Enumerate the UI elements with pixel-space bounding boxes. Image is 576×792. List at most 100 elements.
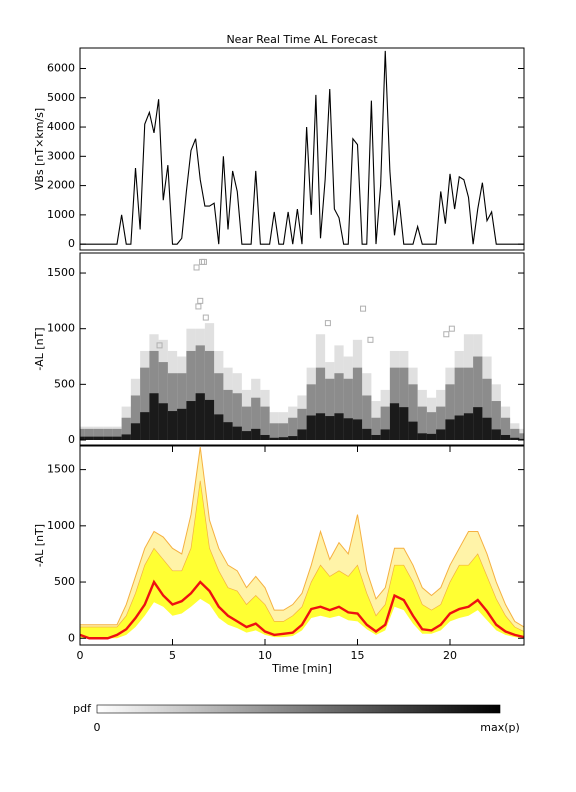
y-tick-label: 500 — [54, 575, 75, 588]
y-tick-label: 0 — [68, 433, 75, 446]
density-cell — [325, 378, 335, 440]
density-cell — [417, 406, 427, 440]
density-cell — [473, 356, 483, 440]
plot-area — [80, 447, 524, 640]
density-cell — [130, 395, 141, 440]
density-cell — [306, 415, 316, 440]
outlier-point — [443, 331, 450, 338]
density-cell — [103, 436, 113, 440]
density-cell — [158, 403, 168, 440]
outlier-point — [200, 258, 207, 265]
density-cell — [454, 367, 464, 440]
outlier-point — [202, 314, 209, 321]
y-axis-label: -AL [nT] — [33, 327, 46, 370]
density-cell — [112, 428, 122, 440]
y-tick-label: 5000 — [47, 91, 75, 104]
density-cell — [195, 345, 205, 440]
density-cell — [149, 393, 159, 440]
density-cell — [482, 417, 492, 440]
density-cell — [454, 415, 464, 440]
density-cell — [334, 373, 344, 440]
density-cell — [195, 393, 205, 440]
density-cell — [241, 431, 252, 440]
density-cell — [325, 416, 335, 440]
density-cell — [167, 373, 178, 440]
x-axis-label: Time [min] — [271, 662, 332, 675]
density-cell — [140, 367, 150, 440]
colorbar-min-label: 0 — [94, 721, 101, 734]
density-cell — [214, 373, 224, 440]
envelope-area — [80, 447, 524, 632]
plot-area — [80, 258, 524, 440]
panel-frame — [79, 47, 525, 251]
density-cell — [232, 393, 242, 440]
outlier-point — [448, 325, 455, 332]
density-cell — [288, 436, 298, 440]
density-cell — [167, 411, 178, 440]
density-cell — [315, 413, 326, 440]
density-cell — [380, 429, 390, 440]
envelope-line — [80, 447, 524, 628]
density-cell — [352, 367, 363, 440]
density-cell — [130, 423, 141, 440]
density-cell — [482, 378, 492, 440]
density-cell — [463, 367, 474, 440]
density-cell — [112, 436, 122, 440]
band-area — [80, 480, 524, 639]
density-cell — [500, 434, 511, 440]
y-tick-label: 1000 — [47, 519, 75, 532]
density-cell — [241, 406, 252, 440]
density-cell — [80, 436, 85, 440]
density-cell — [445, 419, 455, 440]
plot-area — [80, 50, 524, 245]
y-tick-label: 0 — [68, 237, 75, 250]
density-cell — [140, 412, 150, 440]
density-cell — [362, 395, 372, 440]
density-cell — [93, 428, 104, 440]
density-cell — [315, 367, 326, 440]
density-cell — [103, 428, 113, 440]
density-cell — [334, 413, 344, 440]
median-line — [80, 579, 524, 640]
x-tick-label: 20 — [443, 649, 457, 662]
density-cell — [121, 417, 131, 440]
density-cell — [223, 422, 233, 440]
outlier-point — [197, 297, 204, 304]
density-cell — [473, 407, 483, 440]
y-tick-label: 4000 — [47, 120, 75, 133]
x-tick-label: 0 — [77, 649, 84, 662]
density-cell — [519, 433, 524, 440]
density-cell — [426, 412, 437, 440]
density-cell — [519, 438, 524, 440]
y-tick-label: 2000 — [47, 179, 75, 192]
x-tick-label: 10 — [258, 649, 272, 662]
density-cell — [260, 406, 270, 440]
density-cell — [80, 428, 85, 440]
density-cell — [510, 428, 520, 440]
outlier-point — [195, 303, 202, 310]
density-cell — [389, 403, 400, 440]
outlier-point — [156, 342, 163, 349]
density-cell — [214, 414, 224, 440]
y-tick-label: 1500 — [47, 266, 75, 279]
density-cell — [297, 408, 307, 440]
colorbar-label: pdf — [73, 702, 92, 715]
density-cell — [186, 350, 196, 440]
density-cell — [463, 413, 474, 440]
density-cell — [500, 417, 511, 440]
y-tick-label: 1500 — [47, 463, 75, 476]
density-cell — [371, 417, 381, 440]
density-cell — [491, 401, 501, 440]
density-cell — [297, 429, 307, 440]
density-cell — [278, 437, 289, 440]
y-tick-label: 3000 — [47, 149, 75, 162]
density-cell — [186, 401, 196, 440]
panel-frame — [79, 445, 525, 646]
density-cell — [417, 433, 427, 440]
density-cell — [251, 397, 261, 440]
density-cell — [408, 384, 418, 440]
panel-frame — [79, 252, 525, 446]
density-cell — [380, 406, 390, 440]
x-tick-label: 15 — [351, 649, 365, 662]
density-cell — [223, 389, 233, 440]
